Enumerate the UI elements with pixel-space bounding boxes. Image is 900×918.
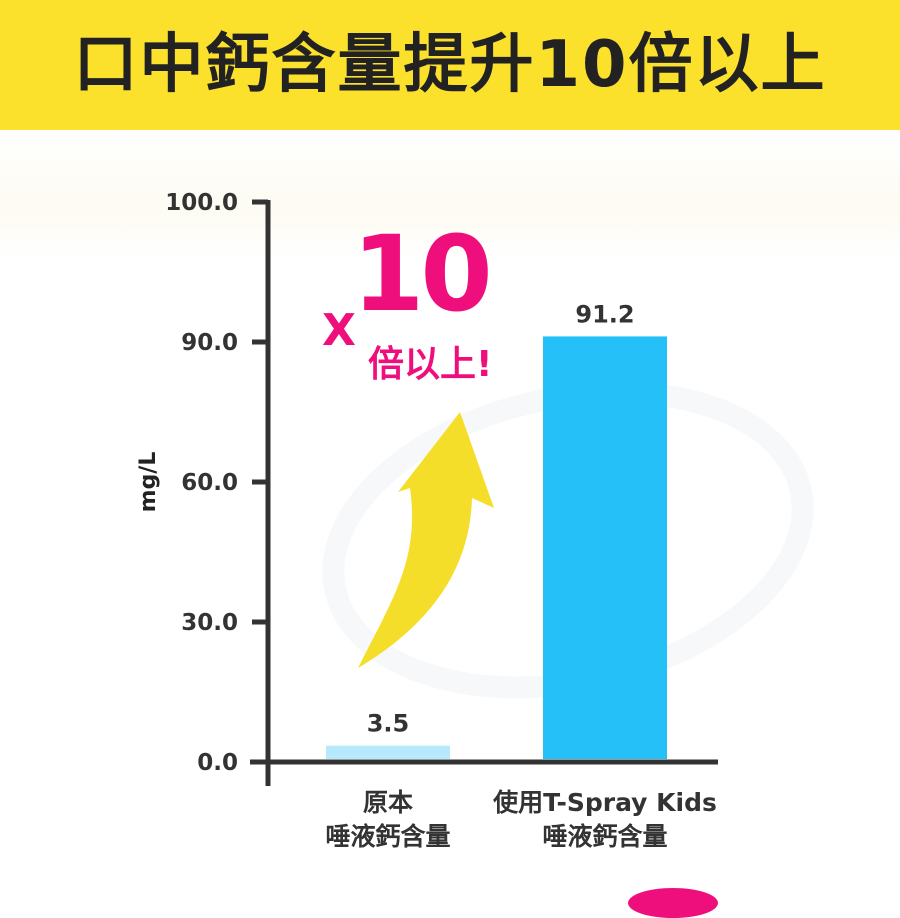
callout-suffix: 倍以上! xyxy=(368,344,493,385)
bar xyxy=(326,745,450,759)
background-band xyxy=(0,130,900,260)
growth-arrow xyxy=(358,412,494,668)
bar xyxy=(543,336,667,759)
x-category-label-line: 唾液鈣含量 xyxy=(325,822,451,851)
bar-value-label: 91.2 xyxy=(575,300,634,328)
bar-value-label: 3.5 xyxy=(367,710,410,738)
x-category-label: 原本 唾液鈣含量 xyxy=(238,786,538,854)
callout-multiplier: 10 xyxy=(352,213,493,335)
x-category-label: 使用T-Spray Kids 唾液鈣含量 xyxy=(455,786,755,854)
x-category-label-line: 唾液鈣含量 xyxy=(542,822,668,851)
x-category-label-line: 原本 xyxy=(362,788,413,817)
title-banner xyxy=(0,0,900,130)
y-axis-title: mg/L xyxy=(136,452,161,513)
y-tick-label: 60.0 xyxy=(181,470,238,496)
x-category-label-line: 使用T-Spray Kids xyxy=(493,788,717,817)
y-tick-label: 100.0 xyxy=(165,190,238,216)
decorative-shape xyxy=(628,888,718,918)
callout-prefix: X xyxy=(322,305,356,356)
y-tick-label: 30.0 xyxy=(181,610,238,636)
page-title: 口中鈣含量提升10倍以上 xyxy=(73,28,827,102)
y-tick-label: 90.0 xyxy=(181,330,238,356)
y-tick-label: 0.0 xyxy=(197,750,238,776)
